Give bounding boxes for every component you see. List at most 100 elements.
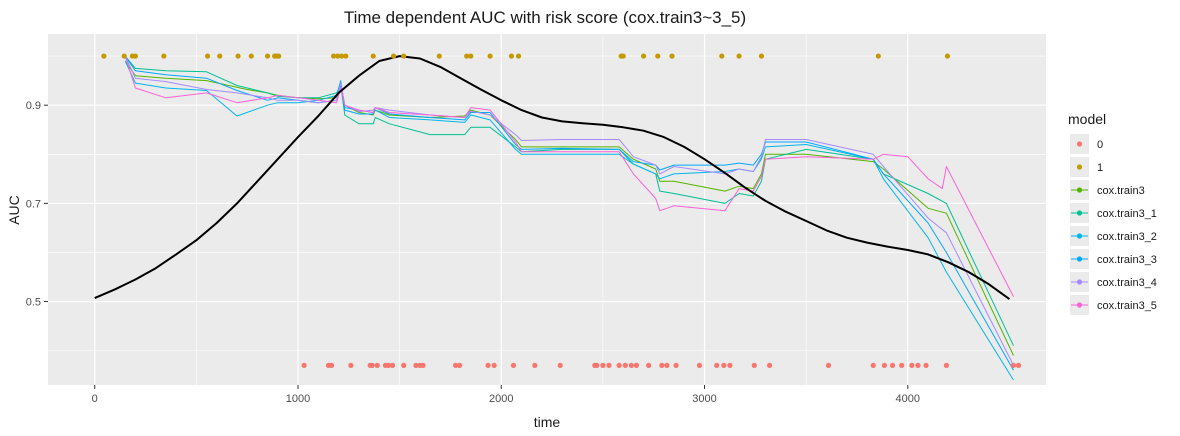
point-status-1 — [264, 53, 271, 59]
legend-key-point — [1076, 141, 1083, 147]
legend-item: cox.train3_5 — [1070, 295, 1157, 315]
point-status-1 — [390, 53, 397, 59]
point-status-1 — [515, 53, 522, 59]
point-status-0 — [696, 362, 703, 368]
point-status-1 — [401, 53, 407, 59]
point-status-1 — [330, 53, 337, 59]
point-status-0 — [1015, 362, 1022, 368]
grid-major — [48, 34, 1046, 385]
point-status-0 — [923, 362, 929, 368]
point-status-1 — [276, 53, 282, 59]
point-status-1 — [468, 53, 474, 59]
point-status-0 — [646, 362, 652, 368]
y-axis-ticks: 0.5 0.7 0.9 — [26, 100, 48, 309]
y-tick-label: 0.7 — [26, 198, 41, 210]
point-status-1 — [343, 53, 349, 59]
point-status-1 — [655, 53, 661, 59]
point-status-0 — [915, 362, 921, 368]
point-status-0 — [594, 362, 600, 368]
legend-item: 1 — [1070, 157, 1103, 177]
x-tick-label: 0 — [92, 393, 98, 405]
series-line-cox-train3_2 — [124, 60, 1014, 381]
point-status-0 — [899, 362, 905, 368]
point-status-0 — [401, 362, 407, 368]
point-status-0 — [600, 362, 606, 368]
point-status-1 — [248, 53, 254, 59]
legend-key-point — [1076, 279, 1083, 285]
smooth-curve-line — [94, 55, 1010, 300]
point-status-0 — [628, 362, 634, 368]
legend-key-point — [1076, 302, 1083, 308]
point-status-1 — [508, 53, 515, 59]
legend-label: 0 — [1097, 139, 1103, 151]
legend-items: 0 1 cox.train3 cox.train3_1 cox.train3_2 cox.… — [1070, 134, 1157, 315]
point-status-1 — [370, 53, 376, 59]
point-status-0 — [301, 362, 307, 368]
point-status-1 — [464, 53, 470, 59]
point-status-0 — [485, 362, 491, 368]
legend-label: cox.train3_3 — [1097, 254, 1157, 266]
legend-title: model — [1068, 111, 1106, 127]
legend-item: cox.train3 — [1070, 180, 1145, 200]
point-status-1 — [620, 53, 626, 59]
point-status-1 — [217, 53, 223, 59]
series-layer — [124, 55, 1014, 381]
legend-key-point — [1076, 210, 1083, 216]
legend-label: cox.train3 — [1097, 185, 1145, 197]
point-status-1 — [944, 53, 951, 59]
point-status-1 — [132, 53, 139, 59]
point-status-1 — [335, 53, 341, 59]
point-status-0 — [557, 362, 563, 368]
point-status-0 — [420, 362, 426, 368]
legend-item: cox.train3_3 — [1070, 249, 1157, 269]
point-status-0 — [369, 362, 375, 368]
x-tick-label: 3000 — [692, 393, 716, 405]
point-status-0 — [825, 362, 832, 368]
point-status-1 — [101, 53, 107, 59]
x-tick-label: 2000 — [489, 393, 513, 405]
x-axis-title: time — [534, 414, 561, 430]
point-status-0 — [348, 362, 354, 368]
point-status-1 — [436, 53, 442, 59]
x-tick-label: 4000 — [896, 393, 920, 405]
legend-label: cox.train3_4 — [1097, 277, 1157, 289]
point-status-0 — [622, 362, 628, 368]
legend-item: 0 — [1070, 134, 1103, 154]
point-status-0 — [385, 362, 392, 368]
legend-key-point — [1076, 233, 1083, 239]
point-status-0 — [714, 362, 720, 368]
legend-key-point — [1076, 187, 1083, 193]
point-status-0 — [727, 362, 733, 368]
point-status-1 — [204, 53, 211, 59]
points-layer — [101, 53, 1022, 368]
point-status-0 — [943, 362, 950, 368]
point-status-1 — [640, 53, 647, 59]
point-status-1 — [121, 53, 127, 59]
point-status-1 — [758, 53, 765, 59]
point-status-0 — [491, 362, 497, 368]
legend-label: cox.train3_2 — [1097, 231, 1157, 243]
point-status-0 — [374, 362, 380, 368]
point-status-0 — [389, 362, 396, 368]
point-status-0 — [510, 362, 517, 368]
point-status-0 — [870, 362, 876, 368]
point-status-0 — [909, 362, 915, 368]
legend-label: cox.train3_5 — [1097, 300, 1157, 312]
legend-item: cox.train3_4 — [1070, 272, 1157, 292]
y-tick-label: 0.5 — [26, 297, 41, 309]
point-status-0 — [328, 362, 335, 368]
legend-item: cox.train3_1 — [1070, 203, 1157, 223]
point-status-1 — [339, 53, 345, 59]
series-line-cox-train3_4 — [124, 55, 1014, 366]
point-status-1 — [719, 53, 725, 59]
chart-title: Time dependent AUC with risk score (cox.… — [344, 8, 746, 27]
y-tick-label: 0.9 — [26, 100, 41, 112]
point-status-0 — [664, 362, 670, 368]
point-status-0 — [606, 362, 612, 368]
point-status-0 — [1010, 362, 1017, 368]
series-line-cox-train3_5 — [124, 55, 1014, 297]
point-status-0 — [889, 362, 896, 368]
point-status-1 — [736, 53, 742, 59]
legend-key-point — [1076, 164, 1083, 170]
